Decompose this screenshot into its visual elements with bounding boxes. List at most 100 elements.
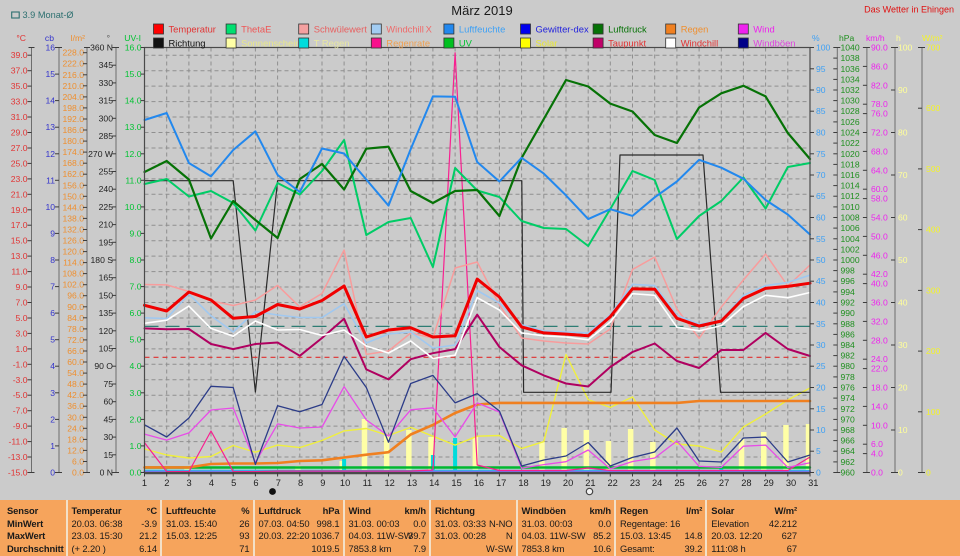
svg-text:50.0: 50.0: [871, 231, 888, 241]
svg-text:980: 980: [841, 361, 856, 371]
svg-text:600: 600: [926, 103, 941, 113]
svg-text:Richtung: Richtung: [169, 38, 206, 49]
svg-text:70: 70: [898, 170, 908, 180]
svg-text:20: 20: [563, 478, 573, 488]
svg-text:78.0: 78.0: [67, 324, 84, 334]
svg-text:80: 80: [816, 128, 826, 138]
svg-text:500: 500: [926, 164, 941, 174]
svg-text:228.0: 228.0: [62, 48, 84, 58]
svg-text:285: 285: [99, 131, 114, 141]
svg-text:März 2019: März 2019: [451, 3, 512, 18]
svg-text:10.0: 10.0: [125, 202, 142, 212]
svg-text:1036: 1036: [841, 64, 860, 74]
svg-text:30: 30: [898, 340, 908, 350]
svg-text:8.0: 8.0: [130, 255, 142, 265]
svg-text:12: 12: [45, 149, 55, 159]
svg-text:198.0: 198.0: [62, 103, 84, 113]
svg-text:978: 978: [841, 372, 856, 382]
svg-text:50: 50: [816, 255, 826, 265]
svg-text:345: 345: [99, 60, 114, 70]
svg-text:960: 960: [841, 468, 856, 478]
svg-text:96.0: 96.0: [67, 291, 84, 301]
svg-text:30: 30: [816, 340, 826, 350]
svg-text:°: °: [107, 33, 110, 43]
svg-text:30.0: 30.0: [67, 412, 84, 422]
svg-text:cb: cb: [45, 33, 54, 43]
svg-text:174.0: 174.0: [62, 147, 84, 157]
svg-text:12.0: 12.0: [67, 445, 84, 455]
svg-text:Sonnenschein: Sonnenschein: [241, 38, 300, 49]
svg-text:82.0: 82.0: [871, 80, 888, 90]
svg-text:9.0: 9.0: [130, 228, 142, 238]
svg-text:195: 195: [99, 237, 114, 247]
svg-text:204.0: 204.0: [62, 92, 84, 102]
svg-text:23.0: 23.0: [11, 174, 28, 184]
svg-text:54.0: 54.0: [67, 368, 84, 378]
svg-text:55: 55: [816, 234, 826, 244]
svg-text:95: 95: [816, 64, 826, 74]
svg-text:0: 0: [926, 468, 931, 478]
svg-text:988: 988: [841, 319, 856, 329]
svg-text:120: 120: [99, 326, 114, 336]
svg-text:315: 315: [99, 96, 114, 106]
svg-text:42.0: 42.0: [67, 390, 84, 400]
svg-text:25: 25: [816, 361, 826, 371]
svg-text:Solar: Solar: [536, 38, 558, 49]
svg-text:9: 9: [50, 228, 55, 238]
svg-text:225: 225: [99, 202, 114, 212]
svg-text:Gewitter-dex: Gewitter-dex: [536, 24, 589, 35]
svg-text:990: 990: [841, 308, 856, 318]
svg-text:986: 986: [841, 329, 856, 339]
svg-text:1004: 1004: [841, 234, 860, 244]
svg-text:75: 75: [816, 149, 826, 159]
svg-text:150: 150: [99, 290, 114, 300]
svg-text:17.0: 17.0: [11, 220, 28, 230]
svg-text:ThetaE: ThetaE: [241, 24, 271, 35]
svg-text:85: 85: [816, 106, 826, 116]
svg-text:972: 972: [841, 404, 856, 414]
svg-text:28: 28: [741, 478, 751, 488]
svg-text:-15.0: -15.0: [8, 468, 28, 478]
svg-text:1018: 1018: [841, 159, 860, 169]
svg-text:-1.0: -1.0: [13, 359, 28, 369]
svg-text:16: 16: [474, 478, 484, 488]
svg-text:46.0: 46.0: [871, 250, 888, 260]
svg-text:13: 13: [407, 478, 417, 488]
svg-text:Das Wetter in Ehingen: Das Wetter in Ehingen: [864, 5, 954, 15]
svg-text:186.0: 186.0: [62, 125, 84, 135]
svg-text:12.0: 12.0: [125, 149, 142, 159]
svg-text:2.0: 2.0: [130, 414, 142, 424]
svg-text:0 N: 0 N: [100, 468, 113, 478]
svg-text:216.0: 216.0: [62, 70, 84, 80]
svg-text:25.0: 25.0: [11, 158, 28, 168]
svg-text:Regen: Regen: [681, 24, 709, 35]
svg-text:31: 31: [808, 478, 818, 488]
svg-text:11: 11: [363, 478, 373, 488]
svg-text:12: 12: [385, 478, 395, 488]
svg-text:16: 16: [45, 43, 55, 53]
svg-text:Wind: Wind: [753, 24, 774, 35]
svg-text:1006: 1006: [841, 223, 860, 233]
svg-text:15: 15: [45, 69, 55, 79]
svg-text:8: 8: [298, 478, 303, 488]
svg-text:1016: 1016: [841, 170, 860, 180]
svg-text:132.0: 132.0: [62, 225, 84, 235]
svg-text:1022: 1022: [841, 138, 860, 148]
svg-text:0: 0: [50, 468, 55, 478]
svg-text:255: 255: [99, 167, 114, 177]
svg-text:270 W: 270 W: [88, 149, 114, 159]
svg-text:W/m²: W/m²: [922, 33, 943, 43]
svg-text:15: 15: [451, 478, 461, 488]
svg-text:26: 26: [697, 478, 707, 488]
svg-text:UV: UV: [459, 38, 473, 49]
svg-text:28.0: 28.0: [871, 335, 888, 345]
svg-text:14.0: 14.0: [125, 96, 142, 106]
svg-text:72.0: 72.0: [871, 128, 888, 138]
svg-text:192.0: 192.0: [62, 114, 84, 124]
svg-text:10: 10: [45, 202, 55, 212]
svg-text:300: 300: [926, 285, 941, 295]
svg-text:1012: 1012: [841, 191, 860, 201]
svg-text:18: 18: [518, 478, 528, 488]
svg-text:65: 65: [816, 191, 826, 201]
svg-text:11: 11: [46, 175, 55, 185]
